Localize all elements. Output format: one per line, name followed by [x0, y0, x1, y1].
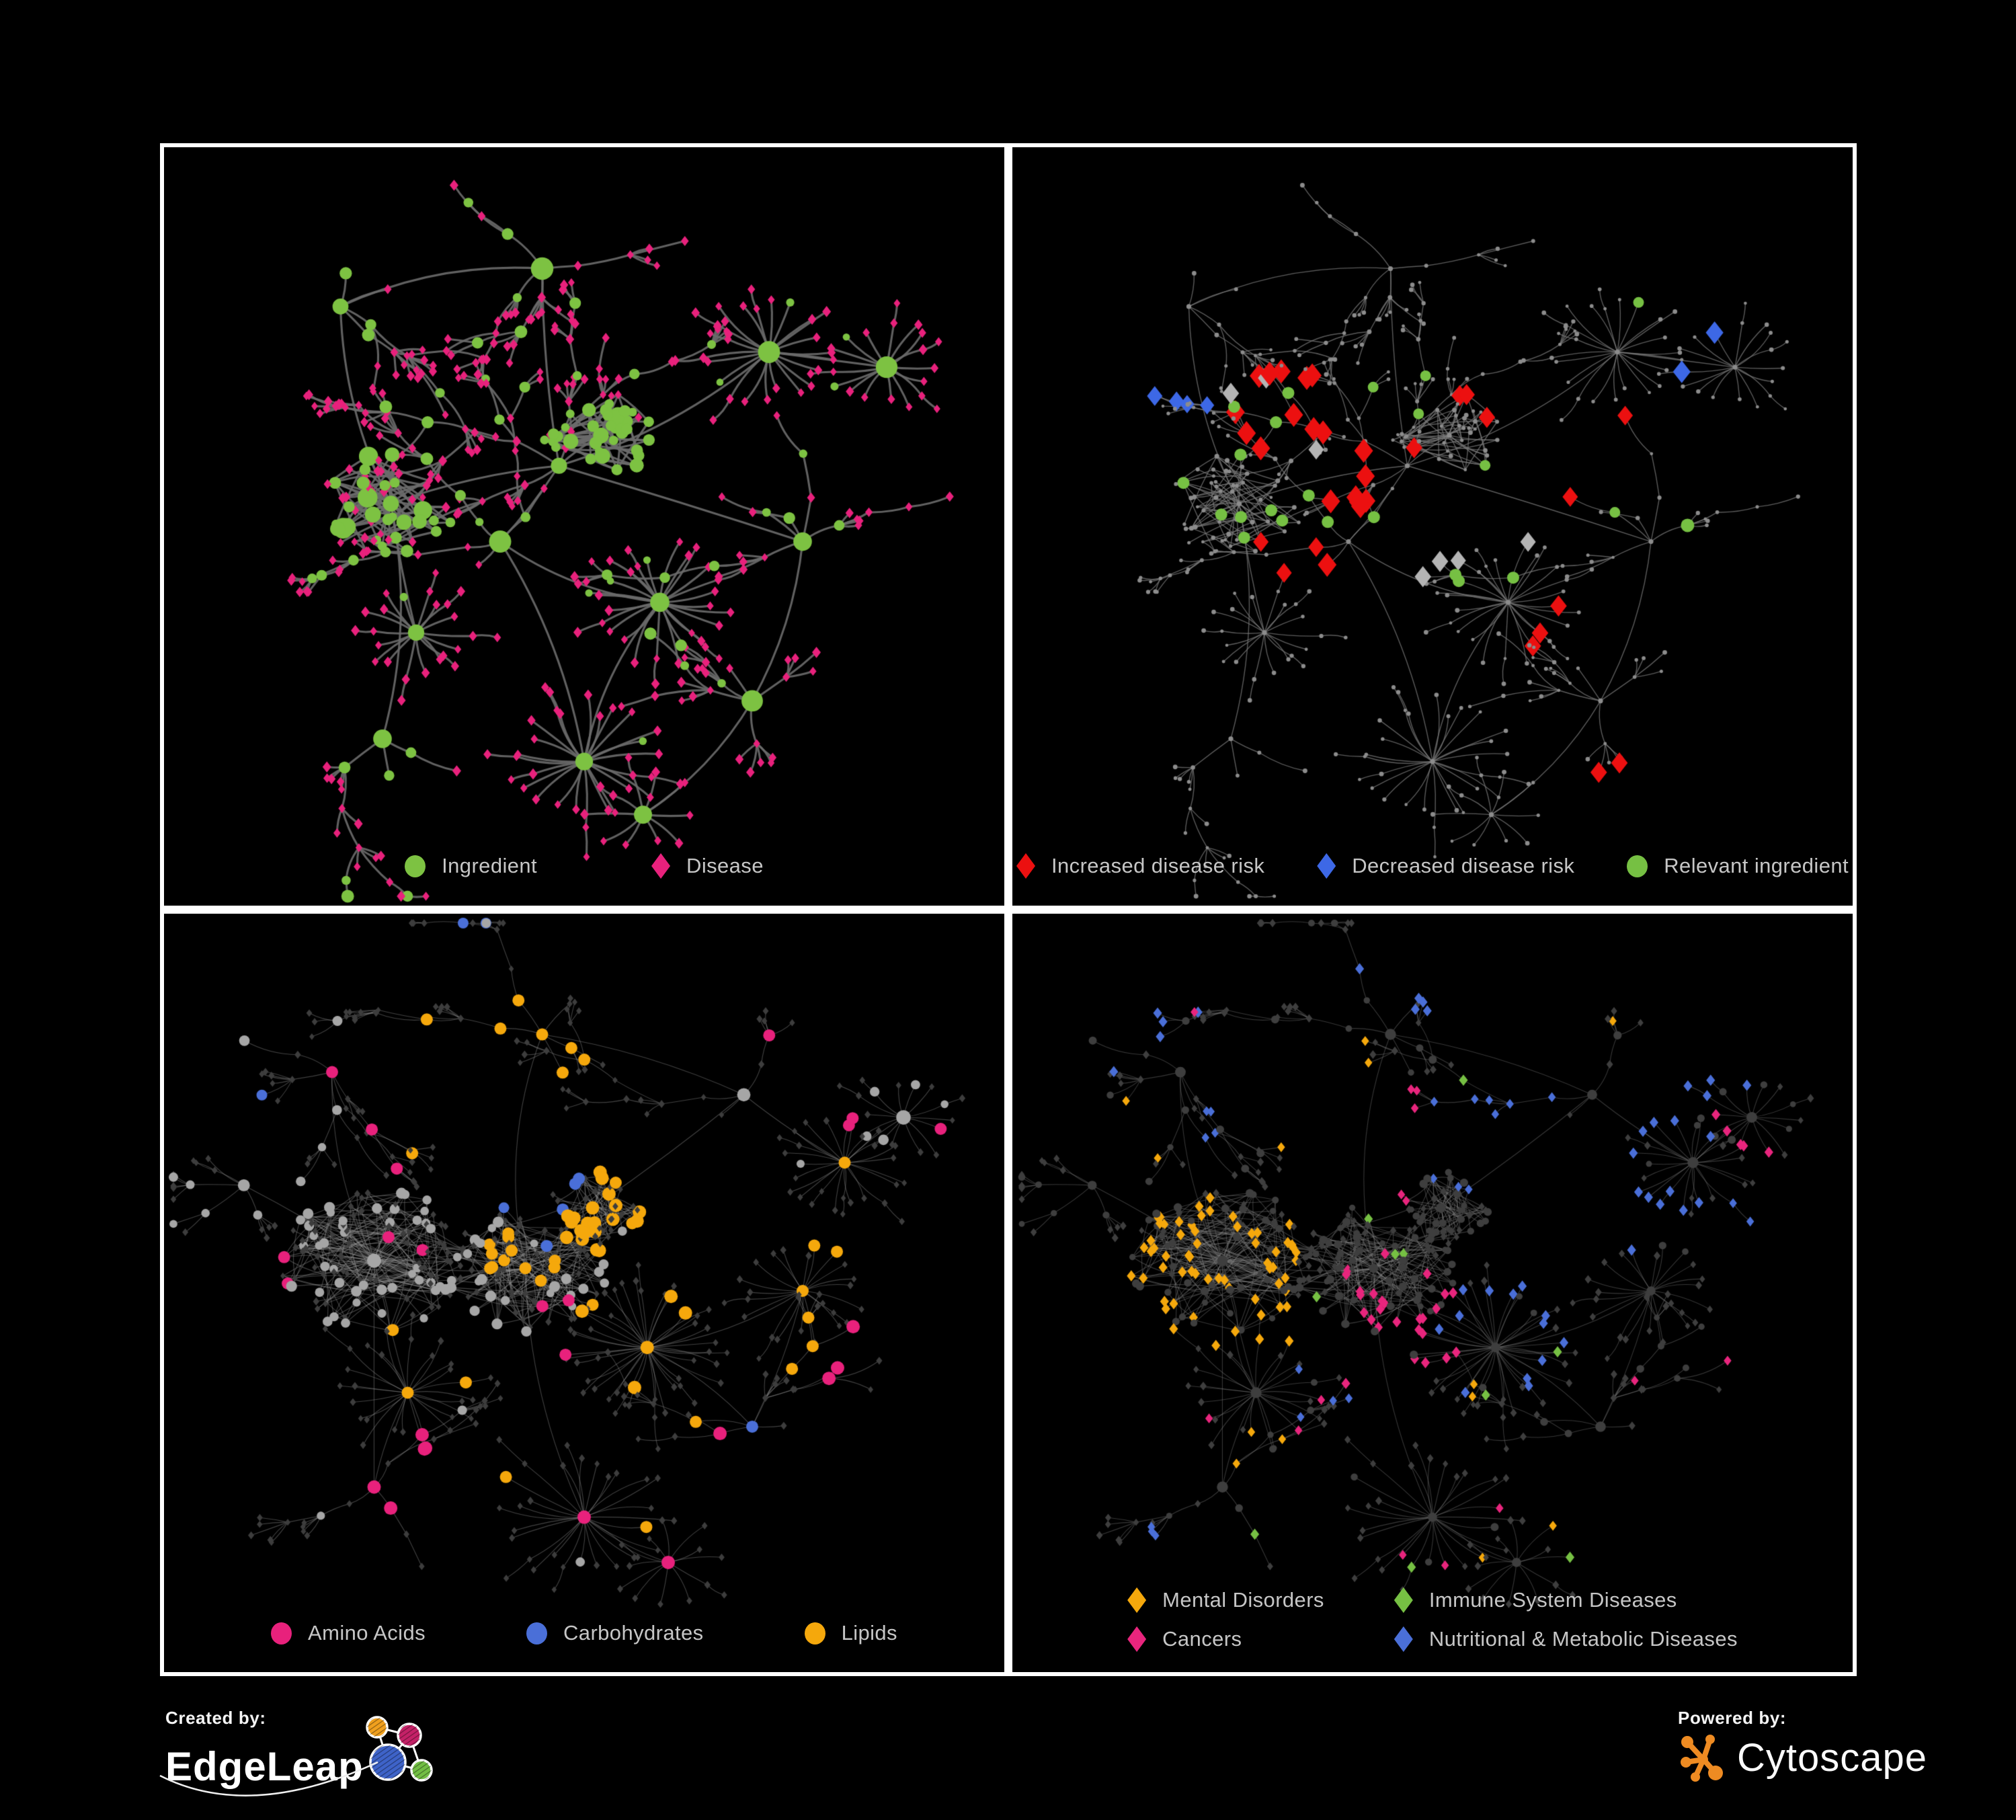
network-panels-grid: Ingredient Disease Increased disease risk…	[160, 143, 1857, 1676]
legend-ingredient-disease: Ingredient Disease	[164, 853, 1004, 879]
created-by-label: Created by:	[165, 1708, 266, 1728]
powered-by-label: Powered by:	[1678, 1708, 1787, 1728]
legend-ingredient-classes: Amino Acids Carbohydrates Lipids	[164, 1621, 1004, 1645]
network-canvas-ingredient-classes	[164, 914, 1004, 1668]
legend-label: Relevant ingredient	[1664, 854, 1849, 877]
legend-label: Increased disease risk	[1051, 854, 1265, 877]
legend-item: Carbohydrates	[526, 1621, 704, 1645]
network-canvas-disease-risk	[1012, 147, 1853, 906]
legend-label: Cancers	[1162, 1627, 1242, 1651]
legend-label: Mental Disorders	[1162, 1588, 1324, 1612]
created-by-block: Created by: EdgeLeap	[159, 1708, 443, 1803]
edgeleap-wordmark: EdgeLeap	[165, 1744, 364, 1789]
legend-swatch-diamond-icon	[1127, 1626, 1147, 1652]
legend-label: Lipids	[841, 1621, 897, 1645]
legend-item: Nutritional & Metabolic Diseases	[1394, 1626, 1738, 1652]
legend-label: Ingredient	[442, 854, 538, 877]
legend-label: Disease	[686, 854, 764, 877]
powered-by-block: Powered by: Cytoscape	[1678, 1708, 1927, 1785]
legend-swatch-circle-icon	[405, 855, 426, 877]
legend-swatch-circle-icon	[271, 1622, 292, 1645]
legend-item: Immune System Diseases	[1394, 1587, 1738, 1613]
legend-item: Ingredient	[405, 854, 537, 878]
legend-swatch-diamond-icon	[1016, 853, 1036, 879]
legend-disease-classes: Mental Disorders Immune System Diseases Ca…	[1012, 1587, 1853, 1652]
cytoscape-logo-icon	[1681, 1735, 1723, 1782]
legend-swatch-diamond-icon	[1317, 853, 1336, 879]
legend-swatch-circle-icon	[526, 1622, 548, 1645]
legend-item: Disease	[651, 853, 764, 879]
legend-item: Cancers	[1127, 1626, 1324, 1652]
legend-label: Amino Acids	[308, 1621, 426, 1645]
legend-swatch-diamond-icon	[651, 853, 671, 879]
legend-item: Lipids	[804, 1621, 897, 1645]
legend-swatch-diamond-icon	[1394, 1587, 1413, 1613]
legend-item: Relevant ingredient	[1627, 854, 1849, 878]
legend-swatch-circle-icon	[1627, 855, 1648, 877]
cytoscape-wordmark: Cytoscape	[1737, 1736, 1928, 1780]
panel-ingredient-classes: Amino Acids Carbohydrates Lipids	[160, 910, 1008, 1676]
network-canvas-disease-classes	[1012, 914, 1853, 1668]
legend-item: Mental Disorders	[1127, 1587, 1324, 1613]
panel-disease-classes: Mental Disorders Immune System Diseases Ca…	[1008, 910, 1857, 1676]
legend-item: Amino Acids	[271, 1621, 426, 1645]
legend-label: Carbohydrates	[563, 1621, 704, 1645]
legend-swatch-diamond-icon	[1394, 1626, 1413, 1652]
network-canvas-ingredient-disease	[164, 147, 1004, 906]
legend-item: Decreased disease risk	[1317, 853, 1574, 879]
legend-item: Increased disease risk	[1016, 853, 1264, 879]
legend-label: Immune System Diseases	[1428, 1588, 1677, 1612]
legend-label: Nutritional & Metabolic Diseases	[1428, 1627, 1738, 1651]
edgeleap-logo-icon	[365, 1716, 433, 1782]
legend-swatch-diamond-icon	[1127, 1587, 1147, 1613]
panel-disease-risk: Increased disease risk Decreased disease …	[1008, 143, 1857, 910]
legend-disease-risk: Increased disease risk Decreased disease …	[1012, 853, 1853, 879]
panel-ingredient-disease: Ingredient Disease	[160, 143, 1008, 910]
legend-swatch-circle-icon	[804, 1622, 825, 1645]
legend-label: Decreased disease risk	[1352, 854, 1575, 877]
